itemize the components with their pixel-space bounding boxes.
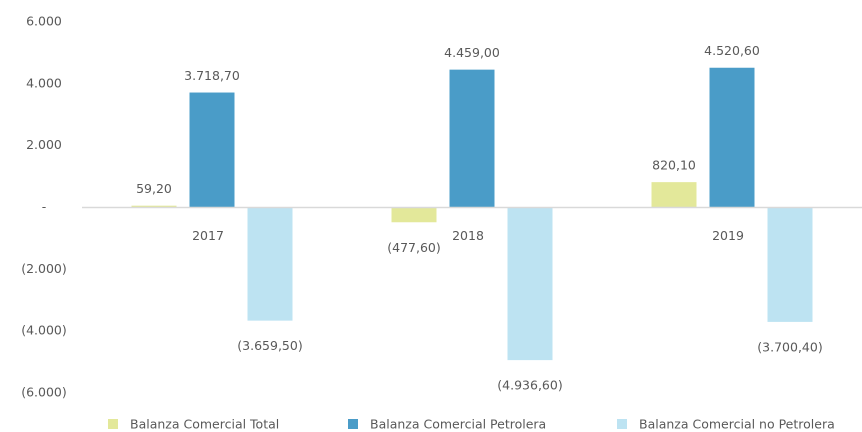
- value-label: 4.459,00: [444, 45, 500, 60]
- value-label: 820,10: [652, 158, 696, 173]
- y-tick-label: -: [42, 199, 47, 214]
- legend-label: Balanza Comercial Petrolera: [370, 417, 546, 432]
- y-tick-label: (2.000): [21, 261, 67, 276]
- bar: [767, 207, 813, 322]
- bar: [507, 207, 553, 361]
- y-tick-label: (4.000): [21, 323, 67, 338]
- y-tick-label: 2.000: [26, 137, 62, 152]
- x-tick-label: 2019: [712, 228, 744, 243]
- legend-swatch: [617, 419, 627, 429]
- legend-swatch: [108, 419, 118, 429]
- value-label: (3.659,50): [237, 338, 302, 353]
- legend-label: Balanza Comercial Total: [130, 417, 279, 432]
- value-label: 3.718,70: [184, 68, 240, 83]
- bar: [247, 207, 293, 321]
- bar: [449, 69, 495, 208]
- x-tick-label: 2018: [452, 228, 484, 243]
- bar: [391, 207, 437, 223]
- y-tick-label: 4.000: [26, 75, 62, 90]
- y-tick-label: (6.000): [21, 385, 67, 400]
- value-label: (3.700,40): [757, 339, 822, 354]
- bar: [709, 67, 755, 208]
- value-label: (477,60): [387, 240, 441, 255]
- bar: [189, 92, 235, 208]
- value-label: (4.936,60): [497, 378, 562, 393]
- x-tick-label: 2017: [192, 228, 224, 243]
- bar: [131, 205, 177, 208]
- legend-label: Balanza Comercial no Petrolera: [639, 417, 835, 432]
- y-tick-label: 6.000: [26, 14, 62, 29]
- value-label: 4.520,60: [704, 43, 760, 58]
- legend-swatch: [348, 419, 358, 429]
- bar: [651, 182, 697, 208]
- value-label: 59,20: [136, 181, 172, 196]
